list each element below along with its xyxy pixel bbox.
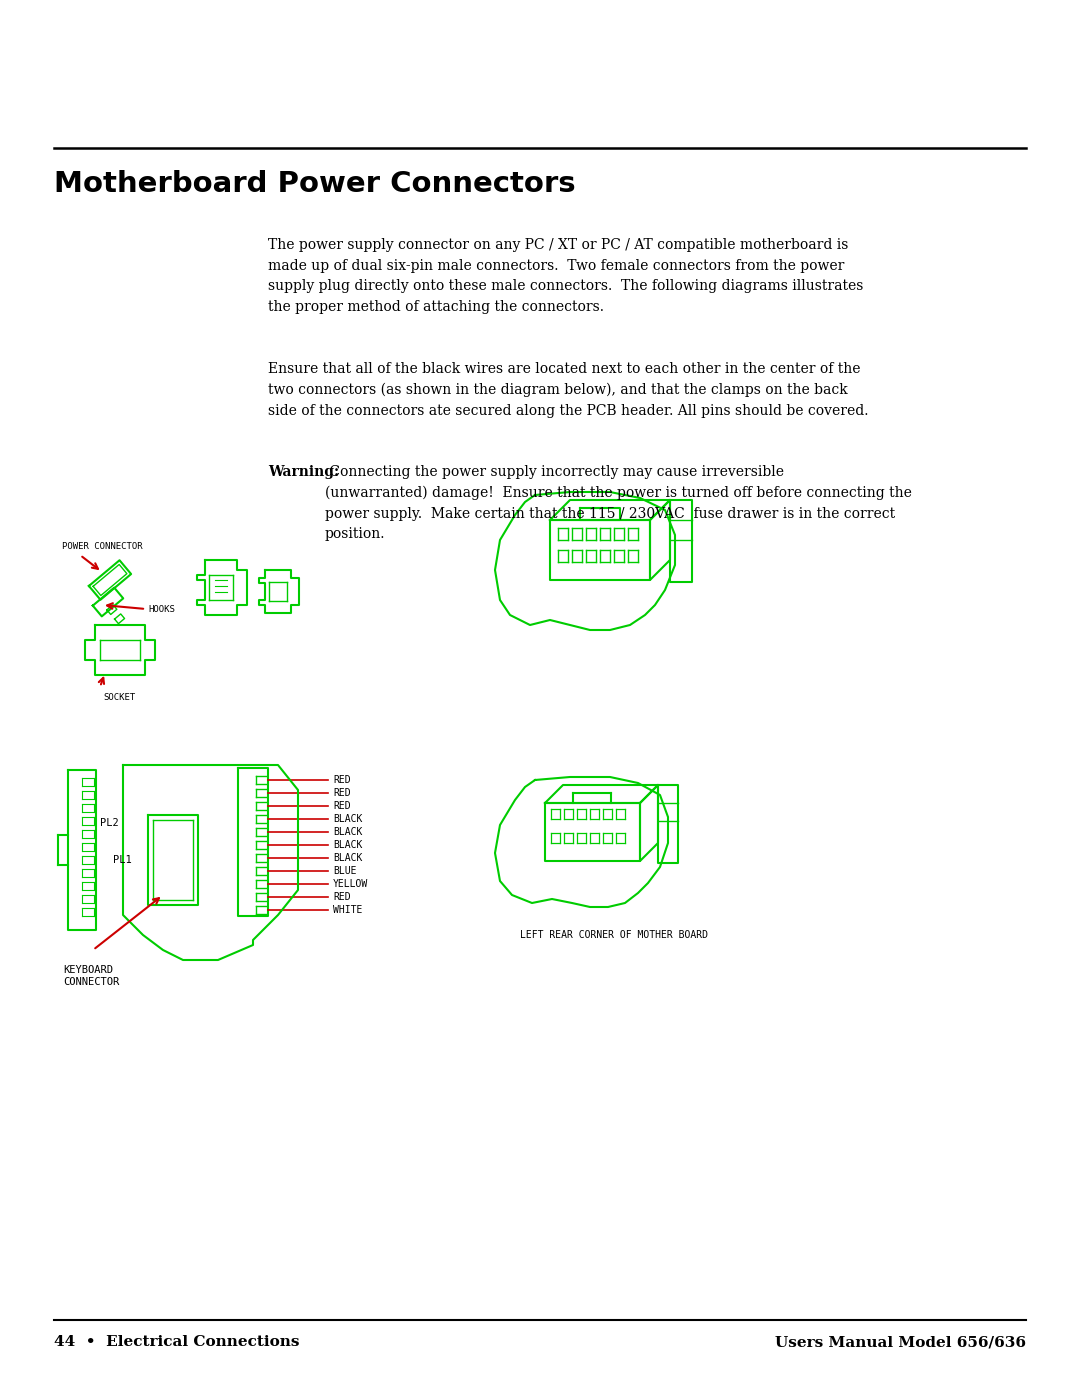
Text: Warning:: Warning:	[268, 465, 339, 479]
Text: BLUE: BLUE	[333, 866, 356, 876]
Text: YELLOW: YELLOW	[333, 879, 368, 888]
Text: LEFT REAR CORNER OF MOTHER BOARD: LEFT REAR CORNER OF MOTHER BOARD	[519, 930, 708, 940]
Text: PL1: PL1	[113, 855, 132, 865]
Text: 44  •  Electrical Connections: 44 • Electrical Connections	[54, 1336, 299, 1350]
Text: Motherboard Power Connectors: Motherboard Power Connectors	[54, 170, 576, 198]
Text: BLACK: BLACK	[333, 827, 363, 837]
Text: BLACK: BLACK	[333, 854, 363, 863]
Text: Users Manual Model 656/636: Users Manual Model 656/636	[775, 1336, 1026, 1350]
Text: Ensure that all of the black wires are located next to each other in the center : Ensure that all of the black wires are l…	[268, 362, 868, 418]
Text: RED: RED	[333, 800, 351, 812]
Text: BLACK: BLACK	[333, 814, 363, 824]
Text: PL2: PL2	[100, 819, 119, 828]
Text: BLACK: BLACK	[333, 840, 363, 849]
Text: KEYBOARD
CONNECTOR: KEYBOARD CONNECTOR	[63, 965, 119, 986]
Text: RED: RED	[333, 775, 351, 785]
Text: HOOKS: HOOKS	[148, 605, 175, 615]
Text: WHITE: WHITE	[333, 905, 363, 915]
Text: RED: RED	[333, 893, 351, 902]
Text: The power supply connector on any PC / XT or PC / AT compatible motherboard is
m: The power supply connector on any PC / X…	[268, 237, 863, 314]
Text: RED: RED	[333, 788, 351, 798]
Text: Connecting the power supply incorrectly may cause irreversible
(unwarranted) dam: Connecting the power supply incorrectly …	[325, 465, 912, 542]
Text: SOCKET: SOCKET	[103, 693, 135, 703]
Text: POWER CONNECTOR: POWER CONNECTOR	[62, 542, 143, 550]
